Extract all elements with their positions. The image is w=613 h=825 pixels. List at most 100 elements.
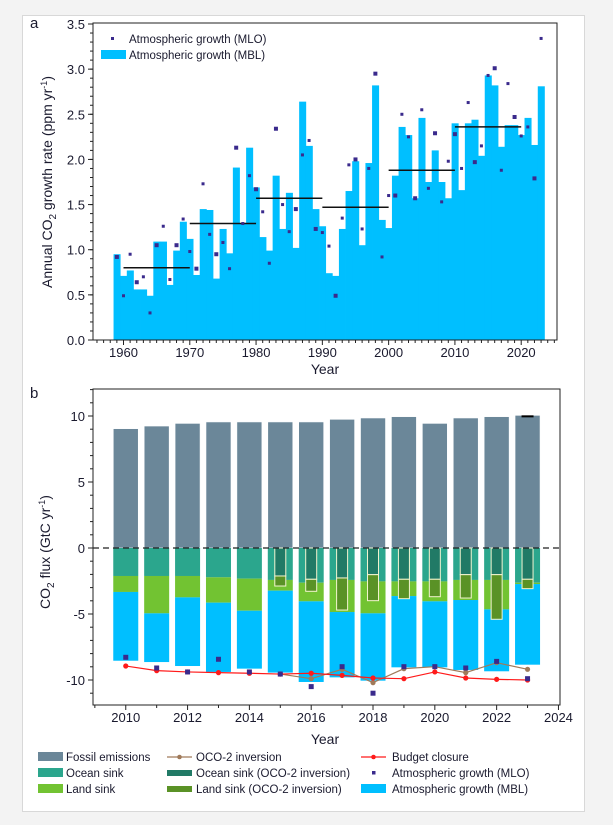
mlo-marker xyxy=(387,194,391,198)
legend-atmospheric-growth-mbl-label: Atmospheric growth (MBL) xyxy=(392,784,528,796)
legend-oco-2-inversion-label: OCO-2 inversion xyxy=(196,752,282,764)
atmospheric-growth-mbl-bar xyxy=(144,613,170,663)
legend-fossil-emissions-swatch xyxy=(38,752,63,761)
land-sink-bar xyxy=(144,575,170,614)
fossil-emissions-bar xyxy=(298,421,325,549)
mlo-marker xyxy=(201,182,205,186)
mlo-marker xyxy=(320,231,324,235)
mbl-bar xyxy=(418,117,426,340)
legend-land-sink-oco-2-inversion-swatch xyxy=(167,786,192,792)
y-tick-label: 2.5 xyxy=(67,107,85,122)
budget-closure-line xyxy=(125,665,528,681)
mbl-bar xyxy=(219,228,227,340)
y-tick-label: 3.5 xyxy=(67,17,85,32)
land-sink-oco2-box xyxy=(397,578,410,600)
mlo-marker xyxy=(307,138,311,142)
mlo-marker xyxy=(519,134,523,138)
mbl-bar xyxy=(352,161,360,340)
fossil-emissions-bar xyxy=(391,416,417,549)
mbl-bar xyxy=(537,86,545,340)
mlo-marker xyxy=(267,261,271,265)
mbl-bar xyxy=(411,198,419,340)
x-tick-label: 2010 xyxy=(440,345,469,360)
mbl-bar xyxy=(325,273,333,340)
budget-closure-point xyxy=(432,669,438,675)
mlo-marker xyxy=(308,684,314,690)
y-tick-label: 0 xyxy=(78,541,85,556)
x-tick-label: 2014 xyxy=(235,710,264,725)
mbl-bar xyxy=(425,182,433,340)
atmospheric-growth-mbl-bar xyxy=(175,597,201,667)
ocean-sink-bar xyxy=(236,548,262,579)
x-tick-label: 2000 xyxy=(374,345,403,360)
mbl-bar xyxy=(186,238,194,340)
mbl-bar xyxy=(206,209,214,340)
mbl-bar xyxy=(478,155,486,340)
mbl-bar xyxy=(338,228,346,340)
mlo-marker xyxy=(472,160,477,165)
mbl-bar xyxy=(365,163,373,340)
x-tick-label: 2012 xyxy=(173,710,202,725)
mlo-marker xyxy=(188,250,192,254)
mlo-marker xyxy=(400,112,404,116)
land-sink-bar xyxy=(205,577,231,603)
mbl-bar xyxy=(173,250,181,340)
mbl-bar xyxy=(272,175,280,340)
budget-closure-point xyxy=(463,675,469,681)
y-tick-label: -10 xyxy=(66,673,85,688)
panel-a-x-axis-label: Year xyxy=(311,361,340,377)
land-sink-bar xyxy=(298,582,324,602)
ocean-sink-oco2-box xyxy=(428,547,441,580)
mbl-bar xyxy=(319,226,327,340)
mlo-marker xyxy=(141,275,145,279)
mbl-bar xyxy=(193,274,201,340)
mlo-marker xyxy=(413,196,418,201)
mlo-marker xyxy=(333,293,338,298)
mlo-marker xyxy=(407,135,411,139)
ocean-sink-oco2-box xyxy=(336,547,349,579)
land-sink-oco2-box xyxy=(274,575,287,587)
mlo-marker xyxy=(234,145,239,150)
mbl-bar xyxy=(113,254,121,340)
atmospheric-growth-mbl-bar xyxy=(113,591,139,661)
mlo-marker xyxy=(181,217,185,221)
y-tick-label: 2.0 xyxy=(67,152,85,167)
mlo-marker xyxy=(281,203,285,207)
mlo-marker xyxy=(499,168,503,172)
y-tick-label: -5 xyxy=(73,607,85,622)
mbl-bar xyxy=(391,175,399,340)
legend-mlo-marker xyxy=(111,37,114,40)
ocean-sink-oco2-box xyxy=(274,547,287,577)
mbl-bar xyxy=(444,198,453,340)
mlo-marker xyxy=(241,222,245,226)
mlo-marker xyxy=(185,669,191,675)
mlo-marker xyxy=(214,252,219,257)
atmospheric-growth-mbl-bar xyxy=(515,584,541,665)
land-sink-bar xyxy=(175,575,201,598)
land-sink-oco2-box xyxy=(521,578,534,590)
mlo-marker xyxy=(221,240,225,244)
mbl-bar xyxy=(345,191,353,340)
ocean-sink-bar xyxy=(205,548,231,578)
mlo-marker xyxy=(313,226,318,231)
legend-oco-2-inversion-dot xyxy=(177,754,182,760)
mbl-bar xyxy=(159,241,167,340)
legend-land-sink-oco-2-inversion-label: Land sink (OCO-2 inversion) xyxy=(196,784,342,796)
atmospheric-growth-mbl-bar xyxy=(453,600,479,670)
mlo-marker xyxy=(154,243,159,248)
atmospheric-growth-mbl-bar xyxy=(236,610,262,669)
mlo-marker xyxy=(532,176,537,181)
x-tick-label: 1980 xyxy=(242,345,271,360)
fossil-emissions-bar xyxy=(360,417,386,549)
x-tick-label: 1990 xyxy=(308,345,337,360)
panel-a-plot: 0.0 0.5 1.0 1.5 2.0 2.5 3.0 3.5 1960 1970 1980 1990… xyxy=(67,17,558,360)
ocean-sink-oco2-box xyxy=(490,547,503,576)
x-tick-label: 2018 xyxy=(359,710,388,725)
panel-a-frame xyxy=(92,22,558,341)
mlo-marker xyxy=(247,174,251,178)
mlo-marker xyxy=(228,267,232,271)
mbl-bar xyxy=(438,182,446,340)
land-sink-bar xyxy=(236,578,262,611)
fossil-emissions-bar xyxy=(205,421,232,549)
fossil-emissions-bar xyxy=(112,428,139,549)
